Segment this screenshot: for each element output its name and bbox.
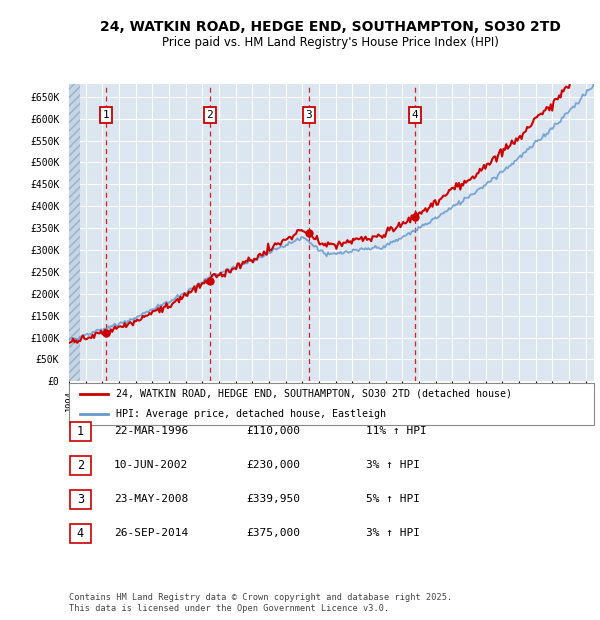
Text: £110,000: £110,000 xyxy=(246,426,300,436)
Text: 26-SEP-2014: 26-SEP-2014 xyxy=(114,528,188,538)
Text: 1: 1 xyxy=(77,425,84,438)
Text: Contains HM Land Registry data © Crown copyright and database right 2025.
This d: Contains HM Land Registry data © Crown c… xyxy=(69,593,452,613)
Text: 11% ↑ HPI: 11% ↑ HPI xyxy=(366,426,427,436)
Text: 22-MAR-1996: 22-MAR-1996 xyxy=(114,426,188,436)
Text: 2: 2 xyxy=(206,110,213,120)
Text: 5% ↑ HPI: 5% ↑ HPI xyxy=(366,494,420,504)
Text: Price paid vs. HM Land Registry's House Price Index (HPI): Price paid vs. HM Land Registry's House … xyxy=(161,36,499,48)
Text: 4: 4 xyxy=(77,528,84,540)
Text: £375,000: £375,000 xyxy=(246,528,300,538)
Text: 2: 2 xyxy=(77,459,84,472)
Text: 1: 1 xyxy=(103,110,109,120)
Text: HPI: Average price, detached house, Eastleigh: HPI: Average price, detached house, East… xyxy=(116,409,386,419)
Text: £230,000: £230,000 xyxy=(246,460,300,470)
Text: 4: 4 xyxy=(411,110,418,120)
Text: 3: 3 xyxy=(77,494,84,506)
Text: 3% ↑ HPI: 3% ↑ HPI xyxy=(366,460,420,470)
Text: 3: 3 xyxy=(305,110,312,120)
Text: 10-JUN-2002: 10-JUN-2002 xyxy=(114,460,188,470)
Text: 3% ↑ HPI: 3% ↑ HPI xyxy=(366,528,420,538)
Text: 24, WATKIN ROAD, HEDGE END, SOUTHAMPTON, SO30 2TD (detached house): 24, WATKIN ROAD, HEDGE END, SOUTHAMPTON,… xyxy=(116,389,512,399)
Bar xyxy=(69,84,80,381)
Text: 23-MAY-2008: 23-MAY-2008 xyxy=(114,494,188,504)
Text: 24, WATKIN ROAD, HEDGE END, SOUTHAMPTON, SO30 2TD: 24, WATKIN ROAD, HEDGE END, SOUTHAMPTON,… xyxy=(100,20,560,33)
Text: £339,950: £339,950 xyxy=(246,494,300,504)
